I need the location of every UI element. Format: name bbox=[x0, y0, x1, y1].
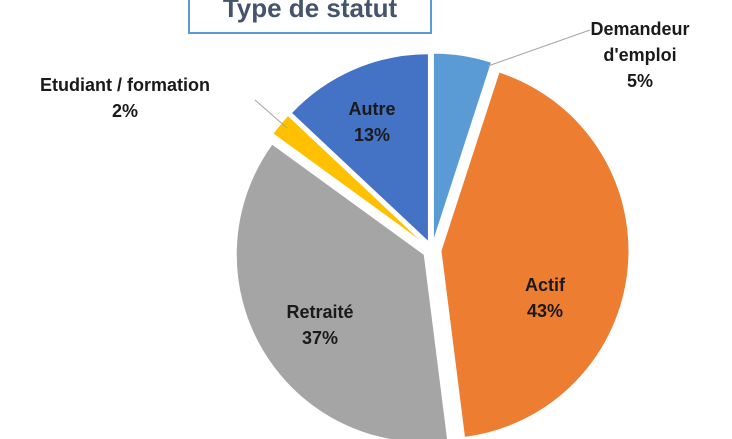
pie-slice bbox=[440, 71, 630, 438]
category-label: Retraité bbox=[286, 302, 354, 322]
percent-label: 43% bbox=[526, 301, 564, 321]
percent-label: 2% bbox=[111, 101, 138, 121]
percent-label: 37% bbox=[301, 328, 339, 348]
category-label: Etudiant / formation bbox=[40, 75, 210, 95]
pie-slice bbox=[290, 53, 429, 243]
data-label: Demandeur d'emploi 5% bbox=[585, 16, 695, 94]
percent-label: 13% bbox=[353, 125, 391, 145]
data-label: Retraité 37% bbox=[286, 299, 353, 351]
category-label: Actif bbox=[525, 275, 565, 295]
pie-slice bbox=[272, 114, 426, 245]
category-label: Demandeur d'emploi bbox=[590, 19, 690, 65]
percent-label: 5% bbox=[626, 71, 653, 91]
data-label: Autre 13% bbox=[348, 96, 395, 148]
data-label: Actif 43% bbox=[525, 272, 565, 324]
chart-title: Type de statut bbox=[188, 0, 432, 34]
leader-line bbox=[254, 99, 288, 129]
pie-slice bbox=[235, 143, 449, 439]
leader-line bbox=[487, 29, 591, 67]
pie-slice bbox=[432, 52, 493, 242]
data-label: Etudiant / formation 2% bbox=[40, 72, 210, 124]
category-label: Autre bbox=[348, 99, 396, 119]
